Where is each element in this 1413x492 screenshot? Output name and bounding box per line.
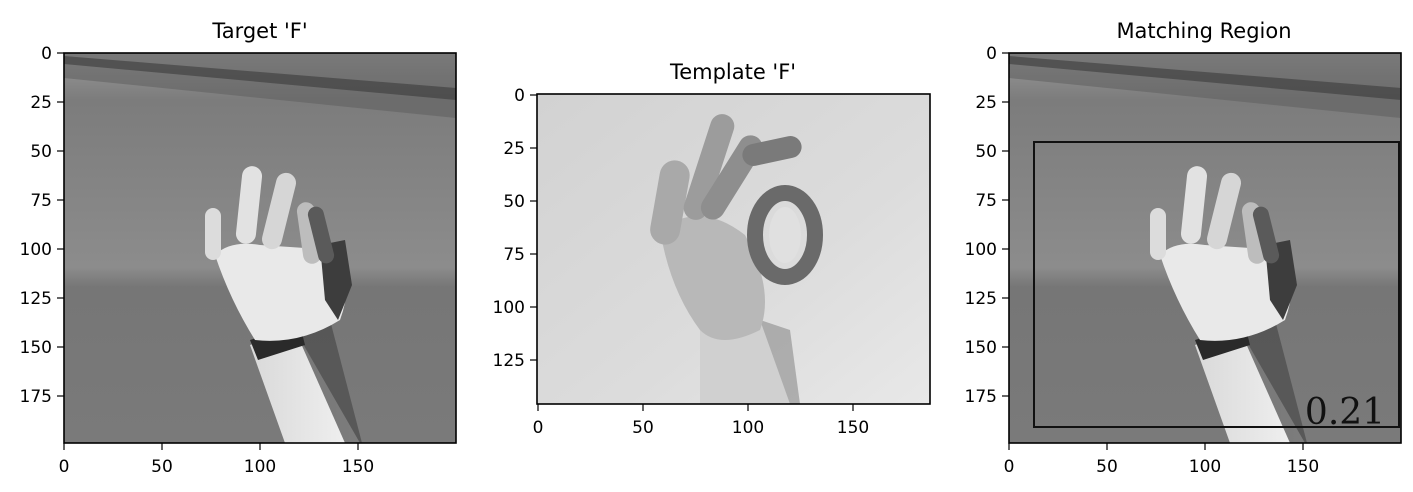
matching-x-axis: 0 50 100 150 (1004, 443, 1320, 477)
target-y-tick: 75 (30, 191, 52, 211)
matching-y-tick: 100 (965, 240, 997, 260)
matching-title: Matching Region (1116, 19, 1291, 43)
template-x-tick: 100 (732, 418, 764, 438)
target-y-tick: 125 (20, 289, 52, 309)
template-panel: Template 'F' 0 50 100 150 (493, 60, 930, 438)
target-y-tick: 175 (20, 387, 52, 407)
matching-y-tick: 25 (975, 93, 997, 113)
matching-y-tick: 150 (965, 338, 997, 358)
matching-x-tick: 100 (1189, 457, 1221, 477)
match-score: 0.21 (1305, 392, 1385, 433)
target-x-axis: 0 50 100 150 (59, 443, 375, 477)
matching-x-tick: 50 (1096, 457, 1118, 477)
matching-x-tick: 0 (1004, 457, 1015, 477)
target-y-axis: 0 25 50 75 100 125 150 175 (20, 44, 64, 407)
template-y-axis: 0 25 50 75 100 125 (493, 86, 537, 371)
matching-panel: Matching Region 0.21 0 50 (965, 19, 1401, 477)
template-y-tick: 75 (503, 245, 525, 265)
target-y-tick: 0 (41, 44, 52, 64)
matching-y-tick: 50 (975, 142, 997, 162)
matching-y-tick: 125 (965, 289, 997, 309)
target-y-tick: 25 (30, 93, 52, 113)
target-panel: Target 'F' 0 5 (20, 19, 456, 477)
template-y-tick: 25 (503, 139, 525, 159)
target-image (64, 53, 456, 443)
matching-y-tick: 0 (986, 44, 997, 64)
template-y-tick: 100 (493, 298, 525, 318)
target-y-tick: 150 (20, 338, 52, 358)
matching-x-tick: 150 (1287, 457, 1319, 477)
template-image (537, 94, 930, 404)
template-y-tick: 50 (503, 192, 525, 212)
target-x-tick: 50 (151, 457, 173, 477)
template-x-tick: 50 (632, 418, 654, 438)
target-title: Target 'F' (211, 19, 307, 43)
target-x-tick: 150 (342, 457, 374, 477)
template-x-tick: 0 (533, 418, 544, 438)
matching-y-tick: 75 (975, 191, 997, 211)
matching-image: 0.21 (1009, 53, 1401, 443)
template-y-tick: 0 (514, 86, 525, 106)
template-x-axis: 0 50 100 150 (533, 404, 870, 438)
matching-y-axis: 0 25 50 75 100 125 150 175 (965, 44, 1009, 407)
target-x-tick: 0 (59, 457, 70, 477)
target-x-tick: 100 (244, 457, 276, 477)
template-title: Template 'F' (669, 60, 796, 84)
template-y-tick: 125 (493, 351, 525, 371)
target-y-tick: 50 (30, 142, 52, 162)
matching-y-tick: 175 (965, 387, 997, 407)
template-x-tick: 150 (837, 418, 869, 438)
target-y-tick: 100 (20, 240, 52, 260)
